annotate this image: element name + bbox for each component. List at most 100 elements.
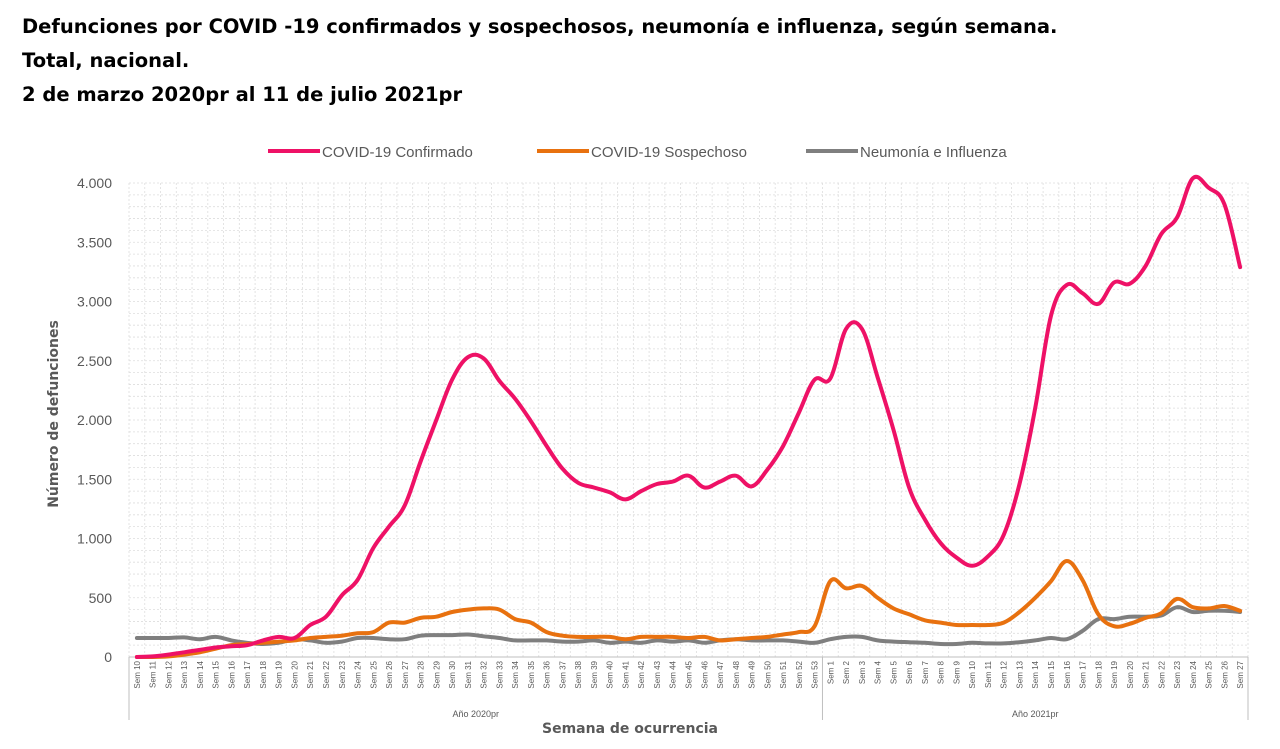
x-tick-label: Sem 23 [338,660,347,688]
x-tick-label: Sem 46 [700,660,709,688]
x-tick-label: Sem 33 [495,660,504,688]
y-axis: 0 500 1.000 1.500 2.000 2.500 3.000 3.500 4.000 [77,175,112,665]
x-tick-label: Sem 24 [354,660,363,688]
x-tick-label: Sem 51 [779,660,788,688]
x-tick-label: Sem 24 [1189,660,1198,688]
x-tick-label: Sem 42 [637,660,646,688]
x-tick-label: Sem 16 [227,660,236,688]
x-tick-label: Sem 35 [527,660,536,688]
x-tick-label: Sem 13 [1015,660,1024,688]
x-tick-label: Sem 26 [1220,660,1229,688]
x-tick-label: Sem 14 [196,660,205,688]
x-tick-label: Sem 12 [1000,660,1009,688]
x-tick-label: Sem 47 [716,660,725,688]
series-line-neumon-a-e-influenza [134,605,1243,647]
x-tick-label: Sem 15 [1047,660,1056,688]
chart-title: Defunciones por COVID -19 confirmados y … [22,10,1057,112]
x-tick-label: Sem 31 [464,660,473,688]
y-tick-label: 500 [89,590,113,606]
x-tick-label: Sem 34 [511,660,520,688]
x-tick-label: Sem 39 [590,660,599,688]
title-line-1: Defunciones por COVID -19 confirmados y … [22,15,1058,38]
y-tick-label: 3.500 [77,234,112,250]
x-tick-label: Sem 1 [826,660,835,684]
x-group-label: Año 2021pr [1012,709,1059,719]
y-tick-label: 2.000 [77,412,112,428]
x-tick-label: Sem 5 [889,660,898,684]
x-tick-label: Sem 41 [621,660,630,688]
x-tick-label: Sem 20 [1126,660,1135,688]
x-tick-label: Sem 15 [212,660,221,688]
x-tick-label: Sem 18 [1094,660,1103,688]
y-tick-label: 1.500 [77,471,112,487]
x-axis-label: Semana de ocurrencia [542,721,718,737]
x-tick-label: Sem 22 [1157,660,1166,688]
x-tick-label: Sem 27 [401,660,410,688]
legend-label: Neumonía e Influenza [860,144,1007,161]
y-tick-label: 4.000 [77,175,112,191]
x-tick-label: Sem 6 [905,660,914,684]
x-tick-label: Sem 23 [1173,660,1182,688]
x-tick-label: Sem 8 [937,660,946,684]
y-tick-label: 0 [104,649,112,665]
x-tick-label: Sem 29 [432,660,441,688]
x-tick-label: Sem 27 [1236,660,1245,688]
x-tick-label: Sem 21 [1142,660,1151,688]
title-line-3: 2 de marzo 2020pr al 11 de julio 2021pr [22,83,463,106]
x-tick-label: Sem 26 [385,660,394,688]
x-tick-label: Sem 44 [669,660,678,688]
legend-label: COVID-19 Confirmado [322,144,473,161]
x-tick-label: Sem 17 [1079,660,1088,688]
x-tick-label: Sem 43 [653,660,662,688]
x-tick-label: Sem 19 [275,660,284,688]
x-group-label: Año 2020pr [452,709,499,719]
x-tick-label: Sem 11 [984,660,993,688]
x-tick-label: Sem 17 [243,660,252,688]
x-tick-label: Sem 50 [763,660,772,688]
x-tick-label: Sem 18 [259,660,268,688]
series-lines [134,174,1243,660]
x-tick-label: Sem 22 [322,660,331,688]
x-tick-label: Sem 25 [1205,660,1214,688]
y-axis-label: Número de defunciones [46,320,62,508]
y-tick-label: 2.500 [77,353,112,369]
grid [128,182,1249,658]
x-tick-label: Sem 19 [1110,660,1119,688]
x-tick-label: Sem 4 [874,660,883,684]
y-tick-label: 3.000 [77,294,112,310]
x-tick-label: Sem 30 [448,660,457,688]
x-tick-label: Sem 45 [685,660,694,688]
x-tick-label: Sem 36 [543,660,552,688]
x-tick-label: Sem 28 [417,660,426,688]
x-axis: Sem 10 Sem 11 Sem 12 Sem 13 Sem 14 Sem 15 Sem … [128,656,1249,720]
x-tick-label: Sem 20 [290,660,299,688]
x-tick-label: Sem 48 [732,660,741,688]
x-tick-label: Sem 14 [1031,660,1040,688]
y-tick-label: 1.000 [77,531,112,547]
legend: COVID-19 Confirmado COVID-19 Sospechoso Ne… [268,144,1007,161]
series-line-covid-19-sospechoso [134,559,1243,660]
x-tick-label: Sem 32 [480,660,489,688]
title-line-2: Total, nacional. [22,49,190,72]
x-tick-label: Sem 21 [306,660,315,688]
x-tick-label: Sem 11 [149,660,158,688]
x-tick-label: Sem 13 [180,660,189,688]
x-tick-label: Sem 2 [842,660,851,684]
x-tick-label: Sem 7 [921,660,930,684]
x-tick-label: Sem 16 [1063,660,1072,688]
x-tick-label: Sem 10 [133,660,142,688]
x-tick-label: Sem 25 [369,660,378,688]
x-tick-label: Sem 38 [574,660,583,688]
x-tick-label: Sem 53 [811,660,820,688]
x-tick-label: Sem 40 [606,660,615,688]
series-line-covid-19-confirmado [134,174,1243,659]
x-tick-label: Sem 49 [748,660,757,688]
legend-label: COVID-19 Sospechoso [591,144,747,161]
x-tick-label: Sem 9 [952,660,961,684]
x-tick-label: Sem 12 [164,660,173,688]
x-tick-label: Sem 10 [968,660,977,688]
x-tick-label: Sem 52 [795,660,804,688]
x-tick-label: Sem 37 [558,660,567,688]
x-tick-label: Sem 3 [858,660,867,684]
